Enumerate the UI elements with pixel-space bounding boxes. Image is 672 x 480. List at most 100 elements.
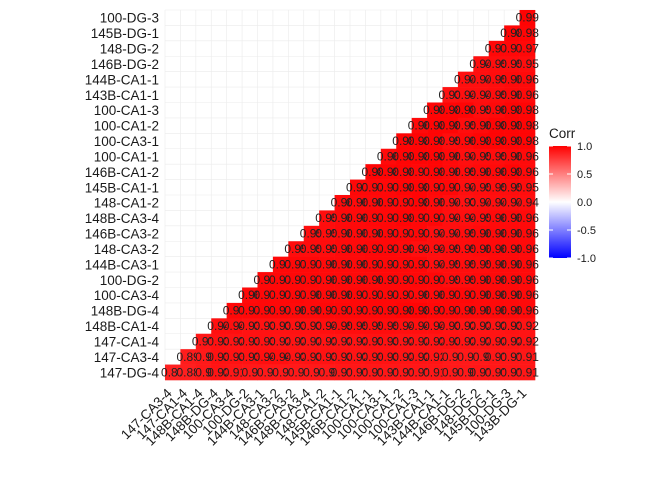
heatmap-cell <box>473 87 490 103</box>
heatmap-cell <box>380 210 397 227</box>
heatmap-cell <box>519 40 536 57</box>
cell-value-label: 0.95 <box>469 103 493 117</box>
cell-value-label: 0.95 <box>485 180 509 194</box>
cell-value-label: 0.92 <box>223 334 247 348</box>
heatmap-cell <box>519 333 536 350</box>
heatmap-cell <box>519 287 536 304</box>
heatmap-cell <box>334 333 351 350</box>
cell-value-label: 0.98 <box>516 119 540 133</box>
cell-value-label: 0.98 <box>454 103 478 117</box>
heatmap-cell <box>303 349 320 365</box>
heatmap-cell <box>288 302 305 319</box>
cell-value-label: 0.98 <box>439 119 463 133</box>
heatmap-cell <box>519 256 536 273</box>
cell-value-label: 0.9 <box>442 350 459 364</box>
heatmap-cell <box>504 210 520 227</box>
cell-value-label: 0.9 <box>257 365 274 379</box>
heatmap-cell <box>442 148 459 165</box>
heatmap-cell <box>334 287 351 304</box>
cell-value-label: 0.96 <box>516 72 540 86</box>
heatmap-cell <box>319 210 335 227</box>
cell-value-label: 0.92 <box>284 350 308 364</box>
heatmap-cell <box>442 272 459 288</box>
heatmap-cell <box>242 349 258 365</box>
heatmap-cell <box>334 195 351 211</box>
cell-value-label: 0.97 <box>361 242 385 256</box>
heatmap-cell <box>319 241 335 257</box>
heatmap-cell <box>242 287 258 304</box>
heatmap-cell <box>519 225 536 242</box>
heatmap-cell <box>380 302 397 319</box>
heatmap-cell <box>427 318 443 335</box>
cell-value-label: 0.95 <box>439 242 463 256</box>
y-tick-label: 100-CA1-1 <box>94 149 159 164</box>
cell-value-label: 0.96 <box>331 211 355 225</box>
heatmap-cell <box>427 179 443 196</box>
cell-value-label: 0.97 <box>392 257 416 271</box>
legend-title: Corr <box>549 126 576 141</box>
cell-value-label: 0.97 <box>408 257 432 271</box>
cell-value-label: 0.95 <box>454 165 478 179</box>
heatmap-cell <box>519 102 536 119</box>
heatmap-cell <box>350 179 366 196</box>
cell-value-label: 0.97 <box>284 288 308 302</box>
cell-value-label: 0.94 <box>469 57 493 71</box>
heatmap-cell <box>427 256 443 273</box>
heatmap-cell <box>488 210 505 227</box>
heatmap-cell <box>334 241 351 257</box>
heatmap-cell <box>473 102 490 119</box>
cell-value-label: 0.97 <box>346 288 370 302</box>
heatmap-cell <box>396 364 412 381</box>
cell-value-label: 0.94 <box>423 227 447 241</box>
cell-value-label: 0.94 <box>223 319 247 333</box>
heatmap-cell <box>519 349 536 365</box>
heatmap-cell <box>442 117 459 134</box>
cell-value-label: 0.98 <box>500 103 524 117</box>
cell-value-label: 0.95 <box>454 242 478 256</box>
cell-value-label: 0.94 <box>516 196 540 210</box>
cell-value-label: 0.96 <box>361 196 385 210</box>
heatmap-cell <box>396 179 412 196</box>
y-tick-label: 148-DG-2 <box>100 42 159 57</box>
cell-value-label: 0.97 <box>254 273 278 287</box>
cell-value-label: 0.92 <box>346 350 370 364</box>
cell-value-label: 0.95 <box>315 211 339 225</box>
cell-value-label: 0.97 <box>254 288 278 302</box>
heatmap-cell <box>473 179 490 196</box>
heatmap-cell <box>303 333 320 350</box>
cell-value-label: 0.97 <box>361 288 385 302</box>
cell-value-label: 0.96 <box>315 273 339 287</box>
heatmap-cell <box>519 10 536 26</box>
heatmap-cell <box>488 272 505 288</box>
y-tick-label: 100-DG-3 <box>100 11 159 26</box>
cell-value-label: 0.96 <box>346 273 370 287</box>
cell-value-label: 0.93 <box>284 319 308 333</box>
cell-value-label: 0.96 <box>300 304 324 318</box>
heatmap-cell <box>396 133 412 150</box>
heatmap-cell <box>396 287 412 304</box>
cell-value-label: 0.94 <box>392 319 416 333</box>
heatmap-cell <box>211 349 227 365</box>
heatmap-cell <box>272 364 289 381</box>
heatmap-cell <box>427 117 443 134</box>
cell-value-label: 0.97 <box>377 242 401 256</box>
cell-value-label: 0.92 <box>423 350 447 364</box>
cell-value-label: 0.95 <box>315 227 339 241</box>
heatmap-cell <box>365 272 382 288</box>
cell-value-label: 0.93 <box>361 334 385 348</box>
heatmap-cell <box>272 333 289 350</box>
cell-value-label: 0.96 <box>331 242 355 256</box>
cell-value-label: 0.97 <box>392 273 416 287</box>
cell-value-label: 0.96 <box>500 273 524 287</box>
heatmap-cell <box>380 164 397 180</box>
heatmap-cell <box>488 225 505 242</box>
heatmap-cell <box>319 272 335 288</box>
cell-value-label: 0.98 <box>392 211 416 225</box>
cell-value-label: 0.91 <box>500 350 524 364</box>
cell-value-label: 0.96 <box>516 304 540 318</box>
heatmap-cell <box>350 302 366 319</box>
cell-value-label: 0.94 <box>454 72 478 86</box>
cell-value-label: 0.96 <box>516 227 540 241</box>
cell-value-label: 0.98 <box>485 119 509 133</box>
cell-value-label: 0.96 <box>516 257 540 271</box>
